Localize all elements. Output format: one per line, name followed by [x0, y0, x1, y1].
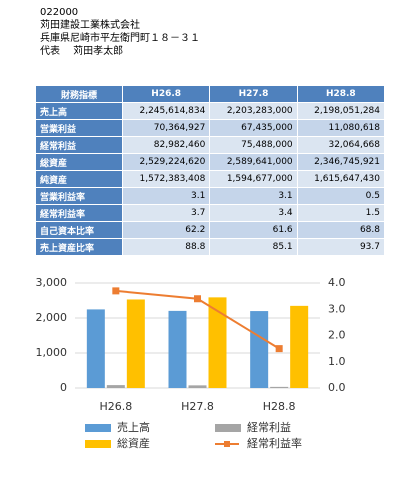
table-cell: 82,982,460: [121, 136, 211, 154]
line-marker: [275, 345, 283, 353]
company: 苅田建設工業株式会社: [40, 20, 140, 31]
legend-label: 経常利益率: [247, 436, 302, 450]
table-row: 純資産 1,572,383,408 1,594,677,000 1,615,647,4…: [35, 170, 386, 188]
y-tick-label: 1,000: [36, 346, 68, 359]
y2-tick-label: 1.0: [328, 355, 346, 368]
code: 022000: [40, 7, 79, 18]
table-cell: 68.8: [296, 221, 386, 239]
y-tick-label: 3,000: [36, 276, 68, 289]
table-row: 経常利益率 3.7 3.4 1.5: [35, 204, 386, 222]
legend-marker: [224, 441, 230, 447]
legend-label: 経常利益: [247, 420, 291, 434]
table-cell: 2,198,051,284: [296, 102, 386, 120]
legend-swatch: [215, 424, 241, 432]
table-cell: H27.8: [209, 85, 298, 103]
y-tick-label: 2,000: [36, 311, 68, 324]
table-cell: 売上資産比率: [35, 238, 123, 256]
table-cell: 2,529,224,620: [121, 153, 211, 171]
table-cell: 1,594,677,000: [209, 170, 298, 188]
y2-tick-label: 4.0: [328, 276, 346, 289]
table-cell: H28.8: [296, 85, 386, 103]
table-cell: 営業利益: [35, 119, 123, 137]
table-row: 売上高 2,245,614,834 2,203,283,000 2,198,051,2…: [35, 102, 386, 120]
table-cell: 62.2: [121, 221, 211, 239]
y2-tick-label: 0.0: [328, 381, 346, 394]
table-cell: 売上高: [35, 102, 123, 120]
table-cell: 2,245,614,834: [121, 102, 211, 120]
table-cell: 0.5: [296, 187, 386, 205]
table-cell: 1.5: [296, 204, 386, 222]
table-cell: 11,080,618: [296, 119, 386, 137]
representative: 代表 苅田孝太郎: [40, 46, 124, 57]
table-cell: 3.1: [209, 187, 298, 205]
table-cell: 2,589,641,000: [209, 153, 298, 171]
line-marker: [194, 295, 201, 303]
financial-table: 財務指標 H26.8 H27.8 H28.8 売上高 2,245,614,834 2,203…: [35, 85, 386, 256]
table-cell: 88.8: [121, 238, 211, 256]
table-cell: 1,572,383,408: [121, 170, 211, 188]
x-tick-label: H26.8: [99, 400, 132, 413]
table-cell: 75,488,000: [209, 136, 298, 154]
table-cell: 3.7: [121, 204, 211, 222]
table-cell: 自己資本比率: [35, 221, 123, 239]
bar: [86, 309, 105, 388]
bar: [168, 310, 187, 388]
line-marker: [112, 287, 120, 295]
table-cell: 85.1: [209, 238, 298, 256]
bar: [106, 385, 125, 388]
bar: [250, 311, 269, 388]
y-tick-label: 0: [60, 381, 67, 394]
table-cell: 経常利益: [35, 136, 123, 154]
table-cell: 70,364,927: [121, 119, 211, 137]
table-cell: H26.8: [121, 85, 211, 103]
bar: [126, 299, 145, 388]
table-cell: 純資産: [35, 170, 123, 188]
table-cell: 67,435,000: [209, 119, 298, 137]
table-row: 財務指標 H26.8 H27.8 H28.8: [35, 85, 386, 103]
table-cell: 3.4: [209, 204, 298, 222]
table-cell: 2,346,745,921: [296, 153, 386, 171]
bar: [188, 385, 207, 388]
bar: [290, 305, 309, 388]
table-cell: 経常利益率: [35, 204, 123, 222]
table-cell: 総資産: [35, 153, 123, 171]
table-cell: 2,203,283,000: [209, 102, 298, 120]
table-row: 自己資本比率 62.2 61.6 68.8: [35, 221, 386, 239]
table-cell: 32,064,668: [296, 136, 386, 154]
address: 兵庫県尼崎市平左衛門町１８－３１: [40, 33, 200, 44]
legend-label: 売上高: [117, 420, 150, 434]
legend-swatch: [85, 440, 111, 448]
chart: 0 1,000 2,000 3,000 0.0 1.0 2.0 3.0 4.0 H26.8 H27.…: [36, 276, 346, 450]
table-cell: 1,615,647,430: [296, 170, 386, 188]
x-tick-label: H28.8: [263, 400, 296, 413]
table-row: 売上資産比率 88.8 85.1 93.7: [35, 238, 386, 256]
table-cell: 財務指標: [35, 85, 123, 103]
table-cell: 61.6: [209, 221, 298, 239]
legend-label: 総資産: [117, 436, 150, 450]
header: 022000 苅田建設工業株式会社 兵庫県尼崎市平左衛門町１８－３１ 代表 苅田…: [40, 6, 200, 58]
table-row: 総資産 2,529,224,620 2,589,641,000 2,346,745,9…: [35, 153, 386, 171]
table-cell: 営業利益率: [35, 187, 123, 205]
table-row: 営業利益 70,364,927 67,435,000 11,080,618: [35, 119, 386, 137]
bar: [208, 297, 227, 388]
table-row: 営業利益率 3.1 3.1 0.5: [35, 187, 386, 205]
y2-tick-label: 3.0: [328, 302, 346, 315]
table-cell: 93.7: [296, 238, 386, 256]
x-tick-label: H27.8: [181, 400, 214, 413]
bar: [270, 386, 289, 388]
table-row: 経常利益 82,982,460 75,488,000 32,064,668: [35, 136, 386, 154]
table-cell: 3.1: [121, 187, 211, 205]
legend-swatch: [85, 424, 111, 432]
y2-tick-label: 2.0: [328, 329, 346, 342]
